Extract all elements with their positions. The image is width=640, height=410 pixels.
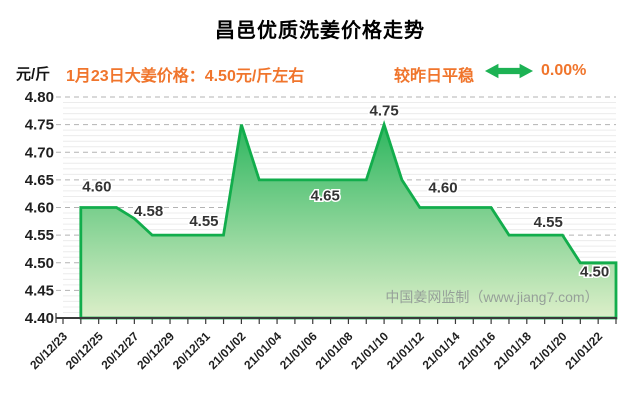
x-tick-label: 20/12/23 <box>27 329 70 372</box>
y-tick-label: 4.75 <box>25 117 54 134</box>
x-tick-label: 21/01/02 <box>206 329 249 372</box>
x-tick-label: 21/01/22 <box>562 329 605 372</box>
point-label: 4.58 <box>134 203 163 220</box>
trend-vs-yesterday-label: 较昨日平稳 <box>394 68 475 85</box>
x-tick-label: 21/01/16 <box>455 329 498 372</box>
y-tick-label: 4.40 <box>25 310 54 327</box>
axes-layer <box>55 313 617 324</box>
y-tick-label: 4.50 <box>25 255 54 272</box>
point-label: 4.55 <box>189 213 218 230</box>
page-title: 昌邑优质洗姜价格走势 <box>215 20 425 42</box>
double-arrow-icon <box>484 63 534 79</box>
x-tick-label: 20/12/29 <box>134 329 177 372</box>
point-label: 4.75 <box>369 102 398 119</box>
x-tick-label: 21/01/20 <box>527 329 570 372</box>
x-tick-label: 20/12/27 <box>99 329 142 372</box>
y-tick-label: 4.45 <box>25 282 54 299</box>
x-tick-label: 21/01/04 <box>241 329 284 372</box>
x-tick-label: 20/12/31 <box>170 329 213 372</box>
x-tick-label: 21/01/14 <box>420 329 463 372</box>
y-tick-label: 4.55 <box>25 227 54 244</box>
point-label: 4.55 <box>534 214 563 231</box>
x-tick-label: 21/01/18 <box>491 329 534 372</box>
point-label: 4.65 <box>311 187 340 204</box>
x-tick-label: 21/01/06 <box>277 329 320 372</box>
y-tick-label: 4.80 <box>25 90 54 106</box>
price-area-path <box>79 120 618 320</box>
current-price-note: 1月23日大姜价格：4.50元/斤左右 <box>66 68 305 85</box>
x-tick-label: 20/12/25 <box>63 329 106 372</box>
x-tick-label: 21/01/08 <box>313 329 356 372</box>
y-axis-unit-label: 元/斤 <box>16 66 51 83</box>
watermark-text: 中国姜网监制（www.jiang7.com） <box>385 289 598 305</box>
price-area-chart: 中国姜网监制（www.jiang7.com） 4.40 4.45 4.50 4.55 4… <box>25 90 618 372</box>
point-label: 4.60 <box>82 179 111 196</box>
point-label: 4.60 <box>428 180 457 197</box>
x-tick-label: 21/01/12 <box>384 329 427 372</box>
y-tick-label: 4.70 <box>25 144 54 161</box>
y-tick-label: 4.60 <box>25 200 54 217</box>
y-tick-label: 4.65 <box>25 172 54 189</box>
point-label: 4.50 <box>580 264 609 281</box>
price-series-layer: 中国姜网监制（www.jiang7.com） <box>79 120 618 320</box>
x-tick-label: 21/01/10 <box>348 329 391 372</box>
trend-percent-value: 0.00% <box>541 62 587 79</box>
